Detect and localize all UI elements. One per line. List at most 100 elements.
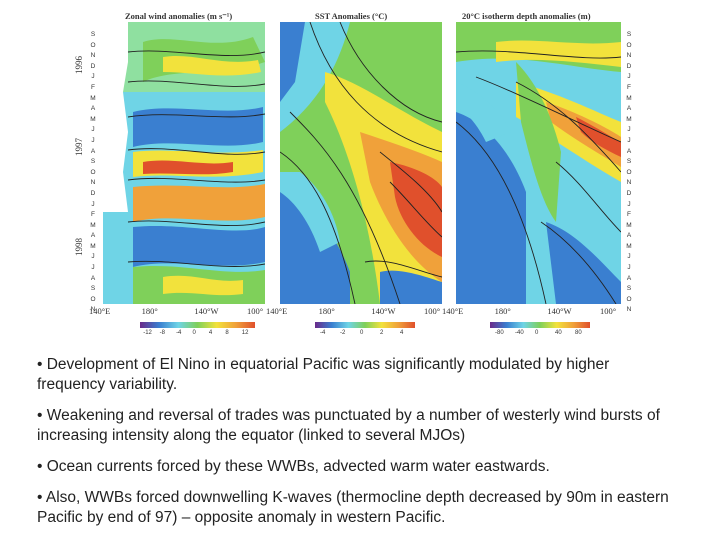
colorbar-tick-label: 8 bbox=[225, 330, 229, 336]
bullet-list: • Development of El Nino in equatorial P… bbox=[37, 355, 677, 539]
month-label: J bbox=[91, 200, 95, 208]
bullet-item: • Ocean currents forced by these WWBs, a… bbox=[37, 458, 550, 475]
month-label: M bbox=[90, 242, 96, 250]
x-tick-label: 140°W bbox=[371, 306, 396, 316]
month-label: D bbox=[90, 62, 96, 70]
month-label: A bbox=[90, 147, 96, 155]
colorbar-tick-label: -4 bbox=[320, 330, 326, 336]
x-tick-label: 140°W bbox=[547, 306, 572, 316]
x-tick-label: 100° bbox=[247, 306, 264, 316]
x-tick-label: 140°W bbox=[194, 306, 219, 316]
wind-anomaly-panel bbox=[103, 22, 265, 304]
month-label: J bbox=[627, 253, 631, 261]
colorbar-tick-label: -2 bbox=[340, 330, 346, 336]
month-label: M bbox=[90, 221, 96, 229]
month-label: J bbox=[627, 136, 631, 144]
year-label-1997: 1997 bbox=[74, 138, 84, 156]
month-label: N bbox=[90, 179, 96, 187]
month-label: J bbox=[627, 126, 631, 134]
month-label: S bbox=[90, 285, 96, 293]
month-label: D bbox=[90, 189, 96, 197]
month-label: A bbox=[90, 105, 96, 113]
month-label: F bbox=[91, 83, 95, 91]
panel-title-sst: SST Anomalies (°C) bbox=[315, 11, 388, 21]
month-label: N bbox=[90, 52, 96, 60]
colorbar-tick-label: 40 bbox=[555, 330, 562, 336]
month-label: D bbox=[626, 62, 632, 70]
month-label: J bbox=[91, 126, 95, 134]
month-label: M bbox=[626, 94, 632, 102]
colorbar-tick-label: 2 bbox=[380, 330, 384, 336]
x-tick-label: 180° bbox=[494, 306, 511, 316]
x-tick-label: 100° bbox=[424, 306, 441, 316]
month-label: J bbox=[91, 264, 95, 272]
month-label: O bbox=[90, 41, 96, 49]
year-label-1996: 1996 bbox=[74, 56, 84, 74]
colorbar-tick-label: 80 bbox=[575, 330, 582, 336]
colorbar-tick-label: 4 bbox=[208, 330, 213, 336]
colorbar-tick-label: 4 bbox=[400, 330, 404, 336]
month-label: D bbox=[626, 189, 632, 197]
panel-title-thermocline: 20°C isotherm depth anomalies (m) bbox=[462, 11, 591, 21]
colorbar-tick-label: -40 bbox=[515, 330, 524, 336]
month-label: O bbox=[90, 295, 96, 303]
colorbar-tick-label: 0 bbox=[192, 330, 196, 336]
month-label: F bbox=[91, 211, 95, 219]
colorbar-tick-label: -4 bbox=[176, 330, 182, 336]
month-label: M bbox=[626, 242, 632, 250]
x-tick-label: 180° bbox=[141, 306, 158, 316]
colorbar-tick-label: -8 bbox=[159, 330, 165, 336]
month-label: S bbox=[90, 31, 96, 38]
x-tick-label: 140°E bbox=[442, 306, 464, 316]
month-label: F bbox=[627, 83, 631, 91]
colorbar-tick-label: -80 bbox=[495, 330, 504, 336]
colorbar-tick-label: 0 bbox=[535, 330, 539, 336]
month-label: A bbox=[90, 232, 96, 240]
month-label: J bbox=[627, 264, 631, 272]
month-label: N bbox=[626, 306, 632, 314]
month-label: F bbox=[627, 211, 631, 219]
month-label: J bbox=[627, 200, 631, 208]
month-label: O bbox=[626, 41, 632, 49]
panel-title-wind: Zonal wind anomalies (m s⁻¹) bbox=[125, 11, 233, 21]
thermocline-anomaly-panel bbox=[456, 22, 621, 304]
x-tick-label: 180° bbox=[318, 306, 335, 316]
x-tick-label: 140°E bbox=[89, 306, 111, 316]
month-label: A bbox=[626, 147, 632, 155]
thermocline-colorbar bbox=[490, 322, 590, 328]
bullet-item: • Also, WWBs forced downwelling K-waves … bbox=[37, 489, 669, 526]
x-tick-label: 100° bbox=[600, 306, 617, 316]
month-label: S bbox=[626, 158, 632, 166]
sst-anomaly-panel bbox=[280, 22, 442, 304]
month-label: A bbox=[626, 274, 632, 282]
month-label: A bbox=[90, 274, 96, 282]
month-label: M bbox=[90, 94, 96, 102]
month-label: J bbox=[627, 73, 631, 81]
colorbar-tick-label: -12 bbox=[143, 330, 152, 336]
month-label: A bbox=[626, 105, 632, 113]
month-label: O bbox=[626, 168, 632, 176]
month-label: O bbox=[90, 168, 96, 176]
x-tick-label: 140°E bbox=[266, 306, 288, 316]
month-label: J bbox=[91, 73, 95, 81]
year-label-1998: 1998 bbox=[74, 238, 84, 256]
month-label: S bbox=[626, 285, 632, 293]
month-label: J bbox=[91, 136, 95, 144]
month-label: S bbox=[90, 158, 96, 166]
month-label: J bbox=[91, 253, 95, 261]
month-label: M bbox=[626, 115, 632, 123]
bullet-item: • Weakening and reversal of trades was p… bbox=[37, 407, 660, 444]
month-label: N bbox=[626, 179, 632, 187]
bullet-item: • Development of El Nino in equatorial P… bbox=[37, 356, 610, 393]
colorbar-tick-label: 12 bbox=[241, 330, 249, 336]
wind-colorbar bbox=[140, 322, 255, 328]
colorbar-tick-label: 0 bbox=[360, 330, 364, 336]
month-label: N bbox=[626, 52, 632, 60]
month-label: S bbox=[626, 31, 632, 38]
sst-colorbar bbox=[315, 322, 415, 328]
month-label: M bbox=[90, 115, 96, 123]
month-label: A bbox=[626, 232, 632, 240]
